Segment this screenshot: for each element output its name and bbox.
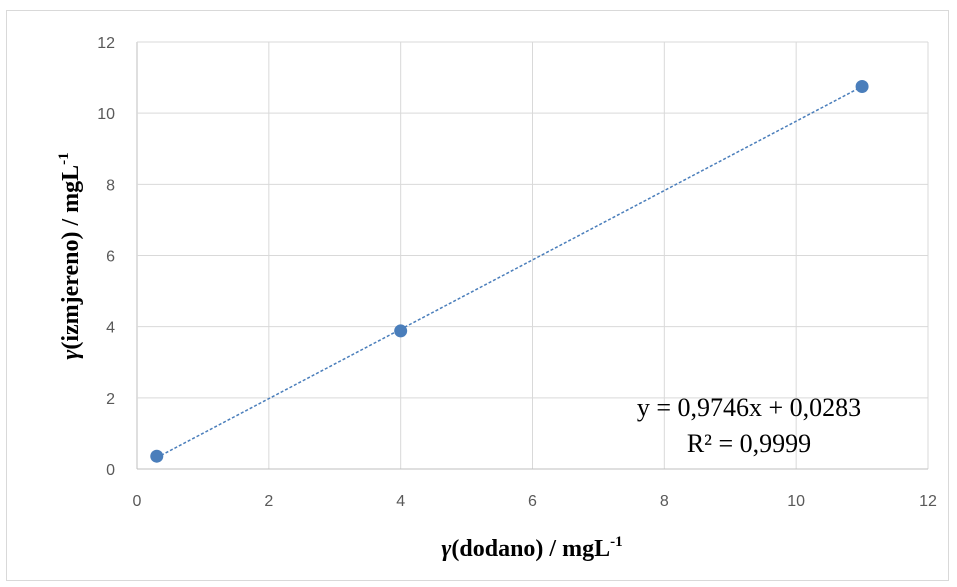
x-tick-label: 6 — [528, 493, 537, 510]
y-axis-superscript: -1 — [56, 152, 72, 165]
y-axis-label: (izmjereno) / mgL — [58, 165, 84, 350]
x-axis-label: (dodano) / mgL — [451, 536, 610, 562]
y-axis-symbol: γ — [58, 350, 84, 360]
data-points — [150, 79, 869, 463]
chart-frame — [6, 10, 949, 581]
y-tick-label: 8 — [106, 177, 115, 194]
data-point — [394, 324, 408, 338]
x-tick-label: 12 — [919, 493, 937, 510]
x-axis-title: γ(dodano) / mgL-1 — [441, 534, 622, 562]
y-tick-label: 10 — [97, 106, 115, 123]
y-tick-label: 4 — [106, 320, 115, 337]
y-tick-label: 2 — [106, 391, 115, 408]
x-tick-label: 2 — [264, 493, 273, 510]
y-tick-label: 12 — [97, 35, 115, 52]
x-tick-label: 0 — [133, 493, 142, 510]
trendline-r-squared: R² = 0,9999 — [687, 429, 811, 458]
trendline-equation: y = 0,9746x + 0,0283 — [637, 393, 861, 422]
y-tick-label: 6 — [106, 249, 115, 266]
y-axis-title: γ(izmjereno) / mgL-1 — [56, 152, 84, 359]
x-tick-label: 10 — [787, 493, 805, 510]
x-tick-label: 4 — [396, 493, 405, 510]
x-axis-superscript: -1 — [610, 534, 623, 550]
y-tick-label: 0 — [106, 462, 115, 479]
tick-labels: 0 2 4 6 8 10 12 0 2 4 6 8 10 12 — [97, 35, 937, 510]
trendline — [156, 85, 863, 459]
data-point — [855, 79, 869, 93]
data-point — [150, 449, 164, 463]
x-tick-label: 8 — [660, 493, 669, 510]
trendline-path — [156, 85, 863, 459]
x-axis-symbol: γ — [441, 536, 451, 562]
